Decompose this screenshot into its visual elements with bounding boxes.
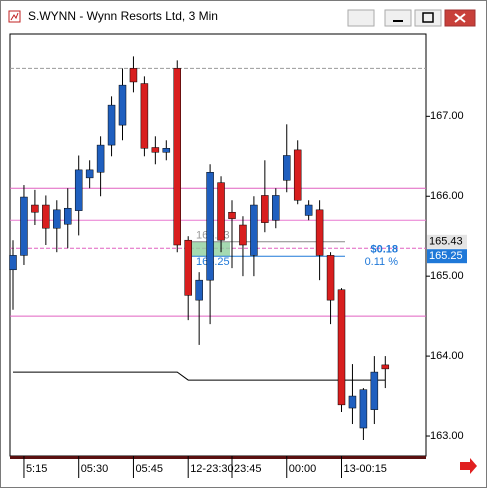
candle-body	[53, 209, 61, 229]
x-tick-label: 13-00:15	[344, 463, 387, 475]
y-tick-label: 166.00	[430, 190, 464, 202]
candle-body	[85, 169, 94, 179]
candle-body	[96, 144, 105, 173]
scroll-arrow[interactable]	[460, 458, 477, 474]
candle-body	[228, 211, 236, 219]
candle-body	[173, 68, 181, 246]
x-tick-label: 12-23:30	[190, 463, 233, 475]
candle-body	[118, 84, 127, 126]
candle-body	[42, 204, 50, 229]
link-button[interactable]	[347, 9, 375, 27]
candle-body	[239, 224, 247, 246]
candle-body	[129, 68, 138, 83]
candle-body	[315, 209, 324, 256]
candle-body	[206, 172, 214, 281]
candle-body	[217, 182, 225, 241]
candle-body	[370, 371, 379, 410]
stop-line	[13, 371, 386, 381]
y-tick-label: 164.00	[430, 350, 464, 362]
candle-body	[261, 195, 269, 223]
candle-body	[64, 207, 72, 225]
x-tick-label: 05:30	[81, 463, 109, 475]
price-tag-label: 165.25	[429, 250, 463, 262]
candle-body	[381, 364, 390, 370]
y-tick-label: 167.00	[430, 110, 464, 122]
candle-body	[359, 389, 368, 429]
candle-body	[107, 104, 116, 146]
candle-body	[162, 148, 171, 153]
x-tick-label: 05:45	[135, 463, 163, 475]
candle-body	[151, 147, 160, 153]
measure-percent: 0.11 %	[365, 256, 399, 268]
x-tick-label: 00:00	[289, 463, 317, 475]
candle-body	[195, 279, 203, 301]
candle-body	[326, 255, 335, 301]
maximize-glyph	[422, 12, 434, 23]
y-tick-label: 163.00	[430, 430, 464, 442]
scroll-bar[interactable]	[10, 456, 426, 459]
window-title: S.WYNN - Wynn Resorts Ltd, 3 Min	[28, 9, 218, 23]
price-tag	[427, 249, 467, 264]
candle-body	[74, 169, 83, 211]
candle-body	[184, 239, 192, 296]
price-tag	[427, 234, 467, 249]
candle-body	[348, 395, 357, 409]
candle-body	[272, 195, 280, 221]
window-icon-glyph	[10, 12, 19, 21]
close-glyph	[454, 13, 466, 23]
minimize-button[interactable]	[384, 9, 412, 27]
candle-body	[140, 83, 149, 149]
x-tick-label: 23:45	[234, 463, 262, 475]
maximize-button[interactable]	[414, 9, 442, 27]
candle-body	[9, 255, 17, 271]
y-tick-label: 165.00	[430, 270, 464, 282]
candle-body	[304, 204, 313, 216]
x-tick-label: 5:15	[26, 463, 47, 475]
candle-body	[283, 155, 291, 181]
measure-change: $0.18	[370, 244, 398, 256]
candle-body	[31, 204, 39, 213]
candle-body	[293, 149, 302, 201]
candle-body	[250, 204, 258, 256]
candle-body	[20, 196, 28, 256]
candle-body	[337, 289, 346, 406]
price-tag-label: 165.43	[429, 236, 463, 248]
